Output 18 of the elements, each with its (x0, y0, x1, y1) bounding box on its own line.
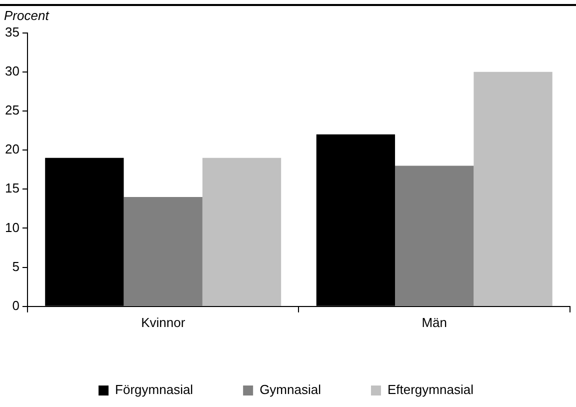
bar (395, 166, 474, 306)
y-tick-label: 30 (4, 63, 20, 78)
y-tick-label: 10 (4, 220, 20, 235)
x-tick-label: Kvinnor (141, 314, 186, 330)
bar (124, 196, 202, 306)
legend-label: Förgymnasial (115, 382, 194, 398)
y-tick-label: 0 (12, 298, 20, 313)
bar (474, 72, 552, 306)
y-tick-label: 35 (4, 24, 20, 40)
bar (202, 158, 282, 306)
y-tick-label: 5 (12, 258, 20, 274)
x-tick-label: Män (422, 314, 448, 330)
y-tick-label: 20 (4, 142, 20, 157)
y-axis-title: Procent (4, 8, 49, 23)
y-tick-label: 25 (4, 102, 20, 118)
legend-label: Eftergymnasial (387, 382, 474, 398)
legend-label: Gymnasial (260, 382, 322, 398)
y-tick-label: 15 (4, 180, 20, 196)
